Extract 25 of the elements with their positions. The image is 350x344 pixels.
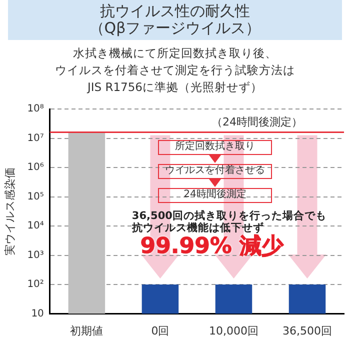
x-tick-label: 36,500回	[282, 324, 332, 338]
annotation: 36,500回の拭き取りを行った場合でも	[130, 210, 328, 222]
annotation: 抗ウイルス機能は低下せず	[130, 222, 265, 234]
y-tick-label: 10⁸	[27, 104, 44, 115]
x-tick-label: 10,000回	[208, 324, 258, 338]
chart-subtitle: （Qβファージウイルス）	[88, 19, 262, 37]
x-tick-label: 初期値	[70, 324, 104, 338]
ref-line-label: （24時間後測定）	[211, 116, 302, 129]
y-axis-title: 実ウイルス感染価	[3, 167, 16, 256]
y-tick-label: 10	[31, 308, 44, 320]
x-tick-label: 0回	[151, 324, 170, 338]
y-tick-label: 10³	[27, 250, 44, 261]
chart-title: 抗ウイルス性の耐久性	[99, 2, 251, 20]
annotation: 所定回数拭き取り	[158, 140, 272, 156]
text: 水拭き機械にて所定回数拭き取り後、	[72, 45, 278, 62]
annotation: ウイルスを付着させる	[158, 164, 272, 180]
annotation: 99.99% 減少	[139, 234, 285, 260]
text: ウイルスを付着させて測定を行う試験方法は	[54, 62, 296, 79]
y-tick-label: 10⁶	[27, 162, 44, 174]
y-tick-label: 10⁵	[27, 191, 44, 202]
text: JIS R1756に準拠（光照射せず）	[86, 79, 264, 96]
y-tick-label: 10²	[27, 279, 44, 290]
y-tick-label: 10⁴	[27, 220, 44, 232]
y-tick-label: 10⁷	[27, 132, 44, 144]
annotation: 24時間後測定	[158, 188, 272, 204]
